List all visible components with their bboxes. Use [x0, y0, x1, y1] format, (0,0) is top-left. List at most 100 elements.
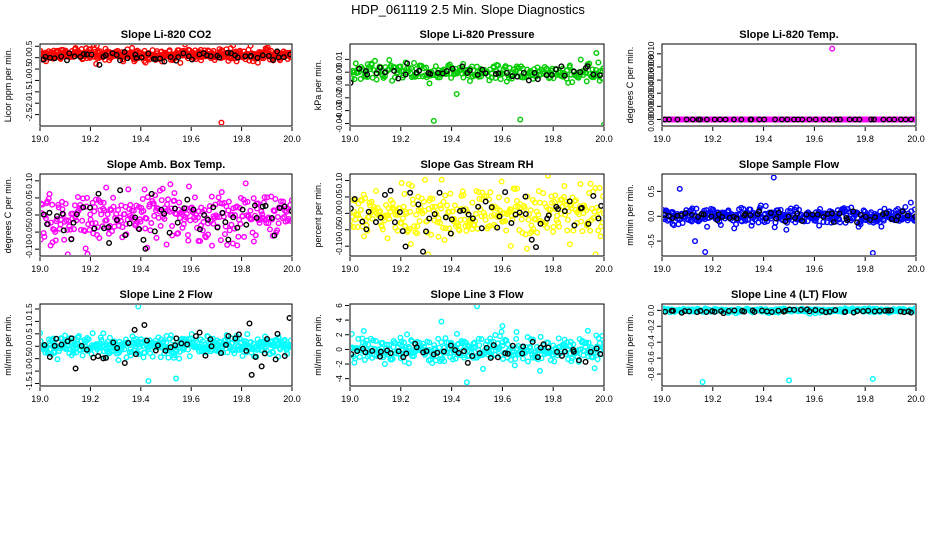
data-point: [101, 207, 108, 214]
data-point: [899, 208, 906, 215]
data-point: [814, 211, 821, 218]
panel-8: Slope Line 3 Flow 19.0 19.2 19.4 19.6 19.8 20.…: [313, 289, 613, 404]
data-point: [503, 227, 510, 234]
data-point: [250, 238, 257, 245]
data-point: [109, 228, 116, 235]
points-layer: [663, 305, 915, 385]
data-point: [199, 227, 206, 234]
data-point: [103, 217, 110, 224]
data-point: [241, 233, 248, 240]
data-point: [386, 215, 393, 222]
data-point: [235, 331, 242, 338]
data-point: [566, 62, 573, 69]
x-tick-label: 19.0: [31, 264, 49, 274]
data-point: [66, 223, 73, 230]
data-point: [394, 227, 401, 234]
y-axis-label: ml/min per min.: [625, 314, 635, 376]
x-tick-label: 19.2: [82, 394, 100, 404]
data-point: [195, 214, 202, 221]
data-point: [132, 351, 139, 358]
data-point: [124, 55, 131, 62]
data-point: [224, 349, 231, 356]
data-point: [708, 213, 715, 220]
data-point: [488, 74, 495, 81]
data-point: [84, 194, 91, 201]
data-point: [408, 65, 415, 72]
data-point: [575, 74, 582, 81]
data-point: [356, 353, 363, 360]
x-tick-label: 19.4: [443, 264, 461, 274]
data-point: [406, 225, 413, 232]
data-point: [389, 77, 396, 84]
data-point: [598, 202, 603, 209]
data-point: [122, 232, 129, 239]
points-layer: [663, 45, 915, 123]
plot-frame: [39, 173, 293, 257]
data-point: [253, 214, 260, 221]
data-point: [154, 342, 161, 349]
data-point: [703, 308, 710, 315]
data-point: [494, 354, 501, 361]
data-point: [544, 224, 551, 231]
data-point: [127, 201, 134, 208]
data-point: [885, 307, 892, 314]
data-point: [829, 210, 836, 217]
data-point: [377, 64, 384, 71]
data-point: [398, 220, 405, 227]
data-point: [569, 79, 576, 86]
y-tick-label: 0.5: [25, 328, 34, 340]
data-point: [426, 215, 433, 222]
x-tick-label: 19.8: [233, 394, 251, 404]
data-point: [408, 182, 415, 189]
data-point: [207, 336, 214, 343]
data-point: [89, 330, 96, 337]
data-point: [597, 351, 603, 358]
data-point: [386, 57, 393, 64]
y-tick-label: -1.0: [25, 73, 34, 87]
data-point: [844, 217, 851, 224]
data-point: [794, 210, 801, 217]
data-point: [388, 64, 395, 71]
data-point: [361, 356, 368, 363]
y-tick-label: -0.02: [335, 88, 344, 107]
data-point: [113, 217, 120, 224]
data-point: [540, 190, 547, 197]
data-point: [693, 205, 700, 212]
data-point: [128, 348, 135, 355]
data-point: [488, 204, 495, 211]
data-point: [270, 56, 277, 63]
data-point: [254, 59, 261, 66]
data-point: [256, 219, 263, 226]
data-point: [400, 215, 407, 222]
data-point: [842, 308, 849, 315]
data-point: [50, 335, 57, 342]
x-tick-label: 19.6: [182, 264, 200, 274]
data-point: [243, 347, 250, 354]
data-point: [531, 199, 538, 206]
data-point: [73, 211, 80, 218]
data-point: [197, 238, 204, 245]
data-point: [469, 199, 476, 206]
data-point: [178, 340, 185, 347]
data-point: [747, 206, 754, 213]
x-tick-label: 19.8: [856, 264, 874, 274]
data-point: [362, 195, 369, 202]
x-tick-label: 19.0: [653, 264, 671, 274]
data-point: [274, 330, 281, 337]
data-point: [224, 241, 231, 248]
data-point: [391, 219, 398, 226]
x-tick-label: 20.0: [907, 394, 925, 404]
data-point: [119, 224, 126, 231]
data-point: [102, 52, 109, 59]
data-point: [141, 349, 148, 356]
data-point: [106, 334, 113, 341]
data-point: [902, 116, 909, 123]
data-point: [474, 305, 480, 310]
data-point: [594, 356, 601, 363]
data-point: [117, 187, 124, 194]
data-point: [115, 357, 122, 364]
data-point: [117, 57, 124, 64]
data-point: [378, 223, 385, 230]
data-point: [126, 220, 133, 227]
data-point: [449, 208, 456, 215]
